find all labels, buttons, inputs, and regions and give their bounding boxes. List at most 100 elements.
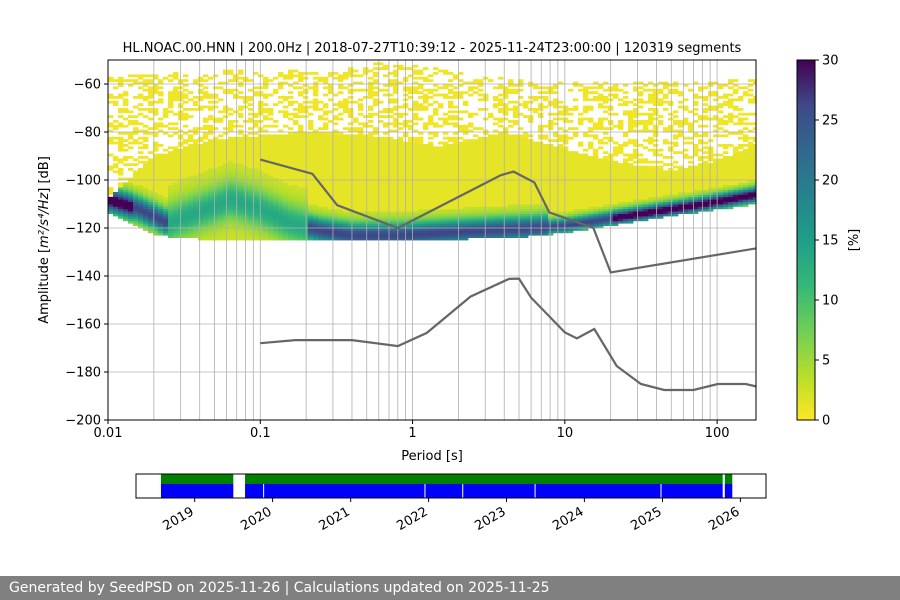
heatmap-cell: [293, 136, 299, 140]
heatmap-cell: [468, 184, 474, 188]
heatmap-cell: [393, 72, 399, 75]
heatmap-cell: [513, 163, 519, 166]
heatmap-cell: [118, 213, 124, 217]
heatmap-cell: [163, 228, 169, 231]
heatmap-cell: [293, 223, 299, 226]
heatmap-cell: [593, 177, 599, 181]
heatmap-cell: [488, 156, 494, 159]
heatmap-cell: [463, 235, 469, 238]
heatmap-cell: [508, 235, 514, 238]
heatmap-cell: [218, 160, 224, 164]
heatmap-cell: [588, 134, 594, 138]
heatmap-cell: [468, 139, 474, 142]
heatmap-cell: [128, 184, 134, 188]
heatmap-cell: [593, 81, 599, 85]
heatmap-cell: [263, 216, 269, 219]
heatmap-cell: [188, 172, 194, 176]
heatmap-cell: [368, 132, 374, 135]
heatmap-cell: [523, 201, 529, 205]
heatmap-cell: [328, 141, 334, 145]
heatmap-cell: [453, 136, 459, 140]
heatmap-cell: [138, 187, 144, 190]
heatmap-cell: [138, 122, 144, 126]
heatmap-cell: [488, 189, 494, 193]
heatmap-cell: [183, 112, 189, 116]
heatmap-cell: [138, 81, 144, 85]
heatmap-cell: [198, 156, 204, 159]
heatmap-cell: [573, 165, 579, 169]
heatmap-cell: [443, 93, 449, 97]
heatmap-cell: [493, 206, 499, 210]
heatmap-cell: [508, 230, 514, 234]
heatmap-cell: [238, 228, 244, 231]
heatmap-cell: [468, 156, 474, 159]
heatmap-cell: [193, 108, 199, 111]
heatmap-cell: [248, 112, 254, 116]
heatmap-cell: [393, 168, 399, 171]
heatmap-cell: [148, 88, 154, 92]
heatmap-cell: [208, 189, 214, 193]
heatmap-cell: [158, 204, 164, 207]
heatmap-cell: [503, 153, 509, 157]
heatmap-cell: [378, 192, 384, 195]
heatmap-cell: [183, 216, 189, 219]
heatmap-cell: [503, 184, 509, 188]
heatmap-cell: [338, 103, 344, 106]
heatmap-cell: [113, 213, 119, 217]
heatmap-cell: [368, 201, 374, 205]
heatmap-cell: [228, 72, 234, 75]
heatmap-cell: [408, 228, 414, 231]
heatmap-cell: [133, 115, 139, 118]
heatmap-cell: [253, 168, 259, 171]
heatmap-cell: [318, 108, 324, 111]
heatmap-cell: [518, 213, 524, 217]
heatmap-cell: [408, 194, 414, 198]
heatmap-cell: [408, 86, 414, 90]
heatmap-cell: [308, 220, 314, 224]
heatmap-cell: [143, 184, 149, 188]
heatmap-cell: [558, 146, 564, 150]
heatmap-cell: [203, 153, 209, 157]
heatmap-cell: [353, 228, 359, 231]
heatmap-cell: [518, 175, 524, 178]
heatmap-cell: [413, 148, 419, 152]
heatmap-cell: [598, 182, 604, 186]
heatmap-cell: [238, 163, 244, 166]
heatmap-cell: [413, 122, 419, 126]
heatmap-cell: [498, 98, 504, 102]
heatmap-cell: [398, 165, 404, 169]
heatmap-cell: [458, 127, 464, 130]
heatmap-cell: [503, 196, 509, 200]
heatmap-cell: [568, 163, 574, 166]
heatmap-cell: [553, 223, 559, 226]
heatmap-cell: [373, 201, 379, 205]
heatmap-cell: [168, 79, 174, 82]
heatmap-cell: [388, 182, 394, 186]
heatmap-cell: [408, 88, 414, 92]
heatmap-cell: [358, 139, 364, 142]
heatmap-cell: [253, 93, 259, 97]
heatmap-cell: [298, 136, 304, 140]
heatmap-cell: [228, 146, 234, 150]
heatmap-cell: [378, 228, 384, 231]
heatmap-cell: [278, 196, 284, 200]
heatmap-cell: [218, 235, 224, 238]
heatmap-cell: [108, 76, 114, 80]
heatmap-cell: [298, 141, 304, 145]
heatmap-cell: [333, 156, 339, 159]
heatmap-cell: [133, 206, 139, 210]
heatmap-cell: [198, 228, 204, 231]
heatmap-cell: [133, 81, 139, 85]
heatmap-cell: [568, 216, 574, 219]
heatmap-cell: [358, 158, 364, 162]
heatmap-cell: [313, 148, 319, 152]
heatmap-cell: [428, 230, 434, 234]
heatmap-cell: [253, 201, 259, 205]
heatmap-cell: [353, 194, 359, 198]
heatmap-cell: [583, 172, 589, 176]
heatmap-cell: [278, 86, 284, 90]
heatmap-cell: [433, 124, 439, 128]
heatmap-cell: [393, 156, 399, 159]
heatmap-cell: [258, 105, 264, 109]
heatmap-cell: [208, 160, 214, 164]
